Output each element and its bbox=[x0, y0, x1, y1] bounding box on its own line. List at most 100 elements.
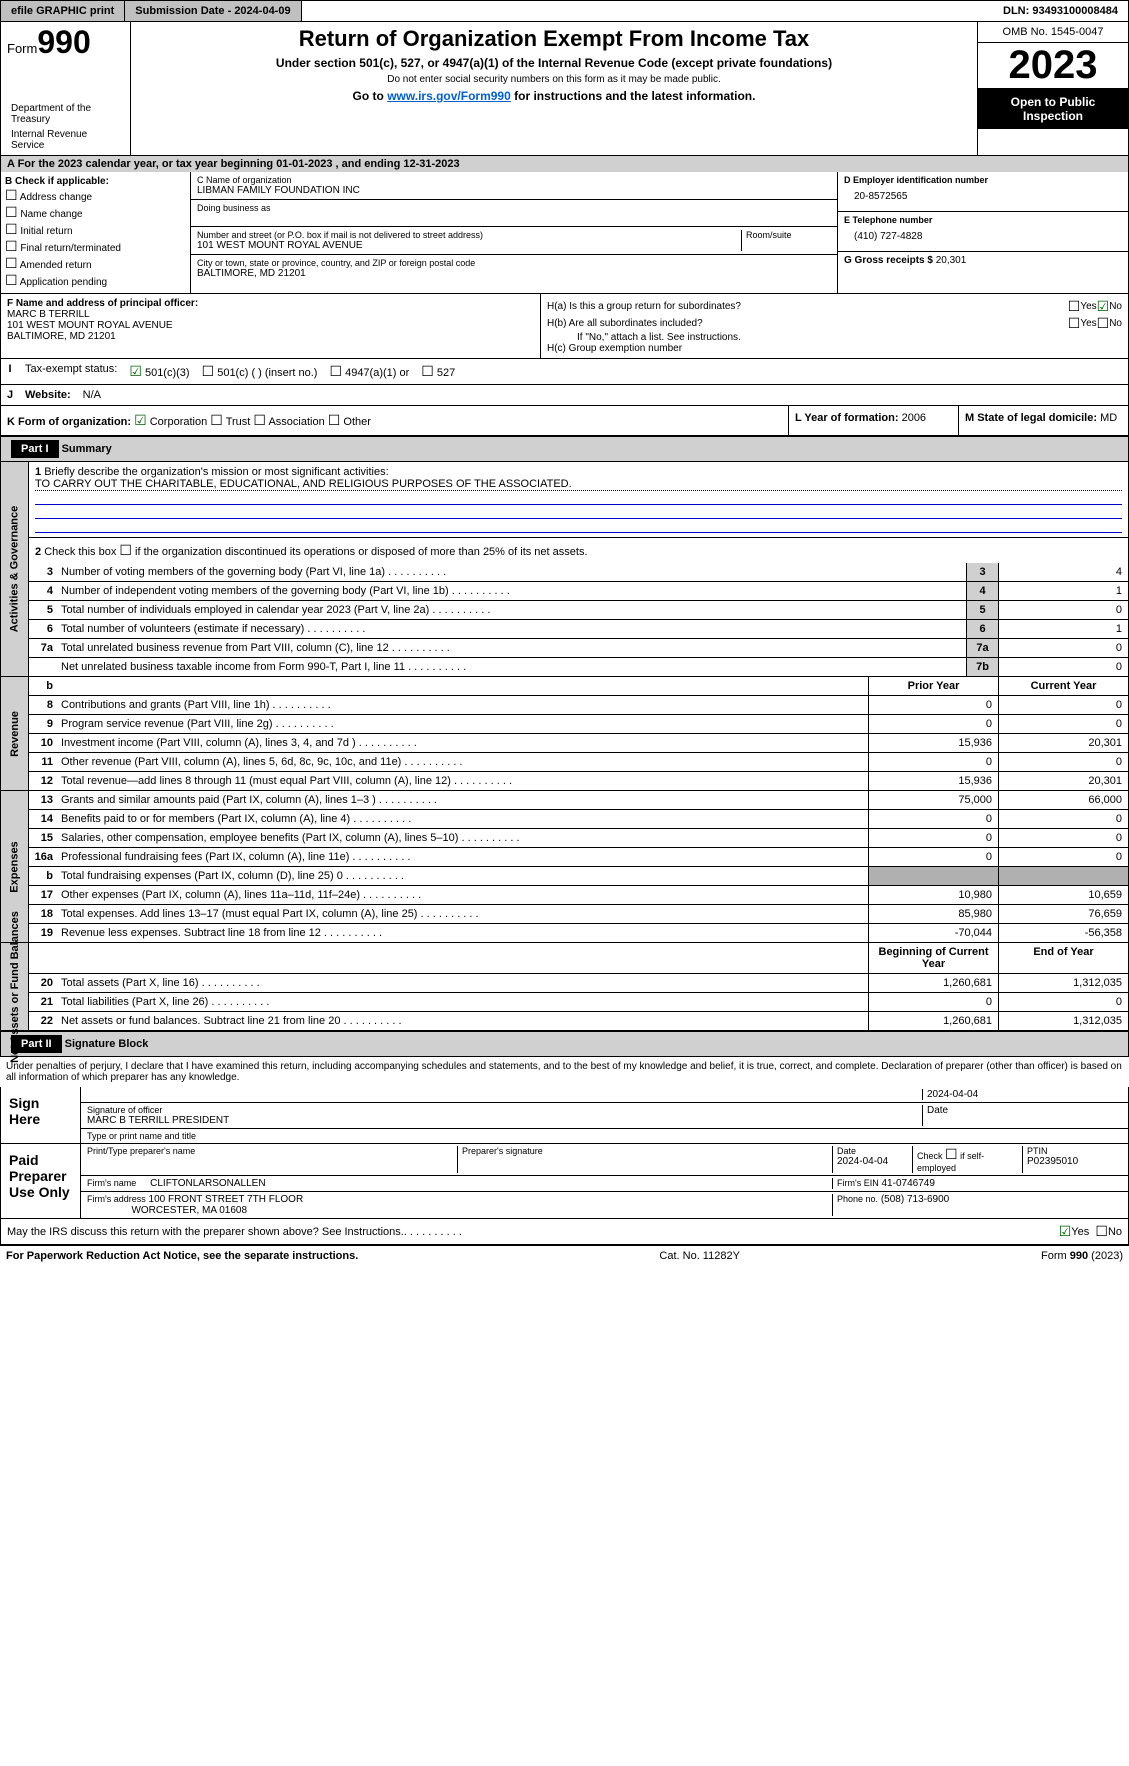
netassets-section: Net Assets or Fund Balances Beginning of… bbox=[0, 943, 1129, 1031]
type-name-label: Type or print name and title bbox=[87, 1131, 196, 1141]
h-a-no[interactable] bbox=[1097, 298, 1110, 315]
row-i-tax-status: I Tax-exempt status: 501(c)(3) 501(c) ( … bbox=[0, 359, 1129, 385]
box-c: C Name of organizationLIBMAN FAMILY FOUN… bbox=[191, 172, 838, 293]
end-year-hdr: End of Year bbox=[998, 943, 1128, 973]
discuss-text: May the IRS discuss this return with the… bbox=[7, 1226, 404, 1238]
phone-value: (410) 727-4828 bbox=[844, 225, 1122, 248]
firm-phone: (508) 713-6900 bbox=[881, 1194, 949, 1205]
tax-status-label: Tax-exempt status: bbox=[19, 359, 123, 384]
chk-501c3[interactable] bbox=[129, 367, 142, 379]
open-inspection: Open to Public Inspection bbox=[978, 89, 1128, 129]
governance-sidebar: Activities & Governance bbox=[9, 506, 21, 633]
topbar: efile GRAPHIC print Submission Date - 20… bbox=[0, 0, 1129, 22]
expenses-sidebar: Expenses bbox=[9, 841, 21, 892]
revenue-sidebar: Revenue bbox=[9, 711, 21, 757]
box-deg: D Employer identification number20-85725… bbox=[838, 172, 1128, 293]
part1-header: Part I Summary bbox=[0, 436, 1129, 462]
h-b-no[interactable] bbox=[1097, 315, 1110, 332]
submission-date: Submission Date - 2024-04-09 bbox=[125, 1, 301, 21]
chk-initial-return[interactable]: Initial return bbox=[5, 221, 186, 238]
chk-501c[interactable] bbox=[202, 367, 215, 379]
prep-name-label: Print/Type preparer's name bbox=[87, 1146, 457, 1173]
chk-final-return[interactable]: Final return/terminated bbox=[5, 238, 186, 255]
city-state-zip: BALTIMORE, MD 21201 bbox=[197, 268, 831, 279]
prior-year-hdr: Prior Year bbox=[868, 677, 998, 695]
h-c-label: H(c) Group exemption number bbox=[547, 343, 1122, 354]
officer-name: MARC B TERRILL bbox=[7, 309, 534, 320]
chk-discontinued[interactable] bbox=[119, 546, 132, 558]
officer-addr1: 101 WEST MOUNT ROYAL AVENUE bbox=[7, 320, 534, 331]
sig-date1: 2024-04-04 bbox=[922, 1089, 1122, 1100]
officer-addr2: BALTIMORE, MD 21201 bbox=[7, 331, 534, 342]
tax-year: 2023 bbox=[978, 43, 1128, 89]
dept-treasury: Department of the Treasury bbox=[7, 101, 124, 127]
penalty-text: Under penalties of perjury, I declare th… bbox=[0, 1057, 1129, 1087]
paid-preparer-label: Paid Preparer Use Only bbox=[1, 1144, 81, 1218]
paperwork-notice: For Paperwork Reduction Act Notice, see … bbox=[6, 1250, 358, 1262]
form-number: Form990 bbox=[7, 24, 124, 61]
chk-application-pending[interactable]: Application pending bbox=[5, 272, 186, 289]
omb-number: OMB No. 1545-0047 bbox=[978, 22, 1128, 43]
cat-no: Cat. No. 11282Y bbox=[659, 1250, 740, 1262]
prep-sig-label: Preparer's signature bbox=[457, 1146, 832, 1173]
self-employed-check[interactable]: Check if self-employed bbox=[912, 1146, 1022, 1173]
efile-print-button[interactable]: efile GRAPHIC print bbox=[1, 1, 125, 21]
firm-ein: 41-0746749 bbox=[882, 1178, 935, 1189]
form-header: Form990 Department of the Treasury Inter… bbox=[0, 22, 1129, 156]
chk-amended-return[interactable]: Amended return bbox=[5, 255, 186, 272]
street-address: 101 WEST MOUNT ROYAL AVENUE bbox=[197, 240, 741, 251]
prep-date: 2024-04-04 bbox=[837, 1156, 912, 1167]
officer-name-title: MARC B TERRILL PRESIDENT bbox=[87, 1115, 922, 1126]
info-grid: B Check if applicable: Address change Na… bbox=[0, 172, 1129, 294]
website-label: Website: bbox=[19, 385, 77, 405]
irs-link[interactable]: www.irs.gov/Form990 bbox=[387, 89, 511, 103]
date-label: Date bbox=[922, 1105, 1122, 1126]
signature-block: Sign Here 2024-04-04 Signature of office… bbox=[0, 1087, 1129, 1245]
row-klm: K Form of organization: Corporation Trus… bbox=[0, 406, 1129, 436]
governance-section: Activities & Governance 1 Briefly descri… bbox=[0, 462, 1129, 677]
discuss-no[interactable] bbox=[1095, 1223, 1108, 1240]
revenue-section: Revenue bPrior YearCurrent Year 8Contrib… bbox=[0, 677, 1129, 791]
chk-association[interactable] bbox=[253, 416, 266, 428]
chk-527[interactable] bbox=[421, 367, 434, 379]
box-b-label: B Check if applicable: bbox=[5, 176, 186, 187]
ssn-warning: Do not enter social security numbers on … bbox=[139, 74, 969, 85]
state-domicile-label: M State of legal domicile: bbox=[965, 412, 1097, 424]
h-b-yes[interactable] bbox=[1068, 315, 1081, 332]
line2-text: Check this box if the organization disco… bbox=[44, 546, 587, 558]
ein-value: 20-8572565 bbox=[844, 185, 1122, 208]
ptin-value: P02395010 bbox=[1027, 1156, 1122, 1167]
dba-label: Doing business as bbox=[197, 203, 831, 213]
goto-line: Go to www.irs.gov/Form990 for instructio… bbox=[139, 89, 969, 103]
h-b-label: H(b) Are all subordinates included? bbox=[547, 318, 1068, 329]
chk-trust[interactable] bbox=[210, 416, 223, 428]
form-ref: Form 990 (2023) bbox=[1041, 1250, 1123, 1262]
chk-name-change[interactable]: Name change bbox=[5, 204, 186, 221]
h-a-label: H(a) Is this a group return for subordin… bbox=[547, 301, 1068, 312]
h-b-note: If "No," attach a list. See instructions… bbox=[547, 332, 1122, 343]
chk-other[interactable] bbox=[328, 416, 341, 428]
irs-label: Internal Revenue Service bbox=[7, 127, 124, 153]
part2-header: Part II Signature Block bbox=[0, 1031, 1129, 1057]
h-a-yes[interactable] bbox=[1068, 298, 1081, 315]
form-org-label: K Form of organization: bbox=[7, 416, 131, 428]
room-label: Room/suite bbox=[741, 230, 831, 251]
box-b: B Check if applicable: Address change Na… bbox=[1, 172, 191, 293]
chk-address-change[interactable]: Address change bbox=[5, 187, 186, 204]
discuss-yes[interactable] bbox=[1059, 1223, 1072, 1240]
row-fh: F Name and address of principal officer:… bbox=[0, 294, 1129, 359]
website-value: N/A bbox=[77, 385, 107, 405]
gross-receipts-value: 20,301 bbox=[936, 255, 967, 266]
state-domicile: MD bbox=[1100, 412, 1117, 424]
year-formation-label: L Year of formation: bbox=[795, 412, 899, 424]
chk-corporation[interactable] bbox=[134, 416, 147, 428]
expenses-section: Expenses 13Grants and similar amounts pa… bbox=[0, 791, 1129, 943]
begin-year-hdr: Beginning of Current Year bbox=[868, 943, 998, 973]
firm-addr2: WORCESTER, MA 01608 bbox=[131, 1205, 247, 1216]
chk-4947[interactable] bbox=[329, 367, 342, 379]
officer-label: F Name and address of principal officer: bbox=[7, 298, 534, 309]
org-name-label: C Name of organization bbox=[197, 175, 831, 185]
phone-label: E Telephone number bbox=[844, 215, 1122, 225]
netassets-sidebar: Net Assets or Fund Balances bbox=[9, 911, 21, 1063]
row-j-website: J Website: N/A bbox=[0, 385, 1129, 406]
